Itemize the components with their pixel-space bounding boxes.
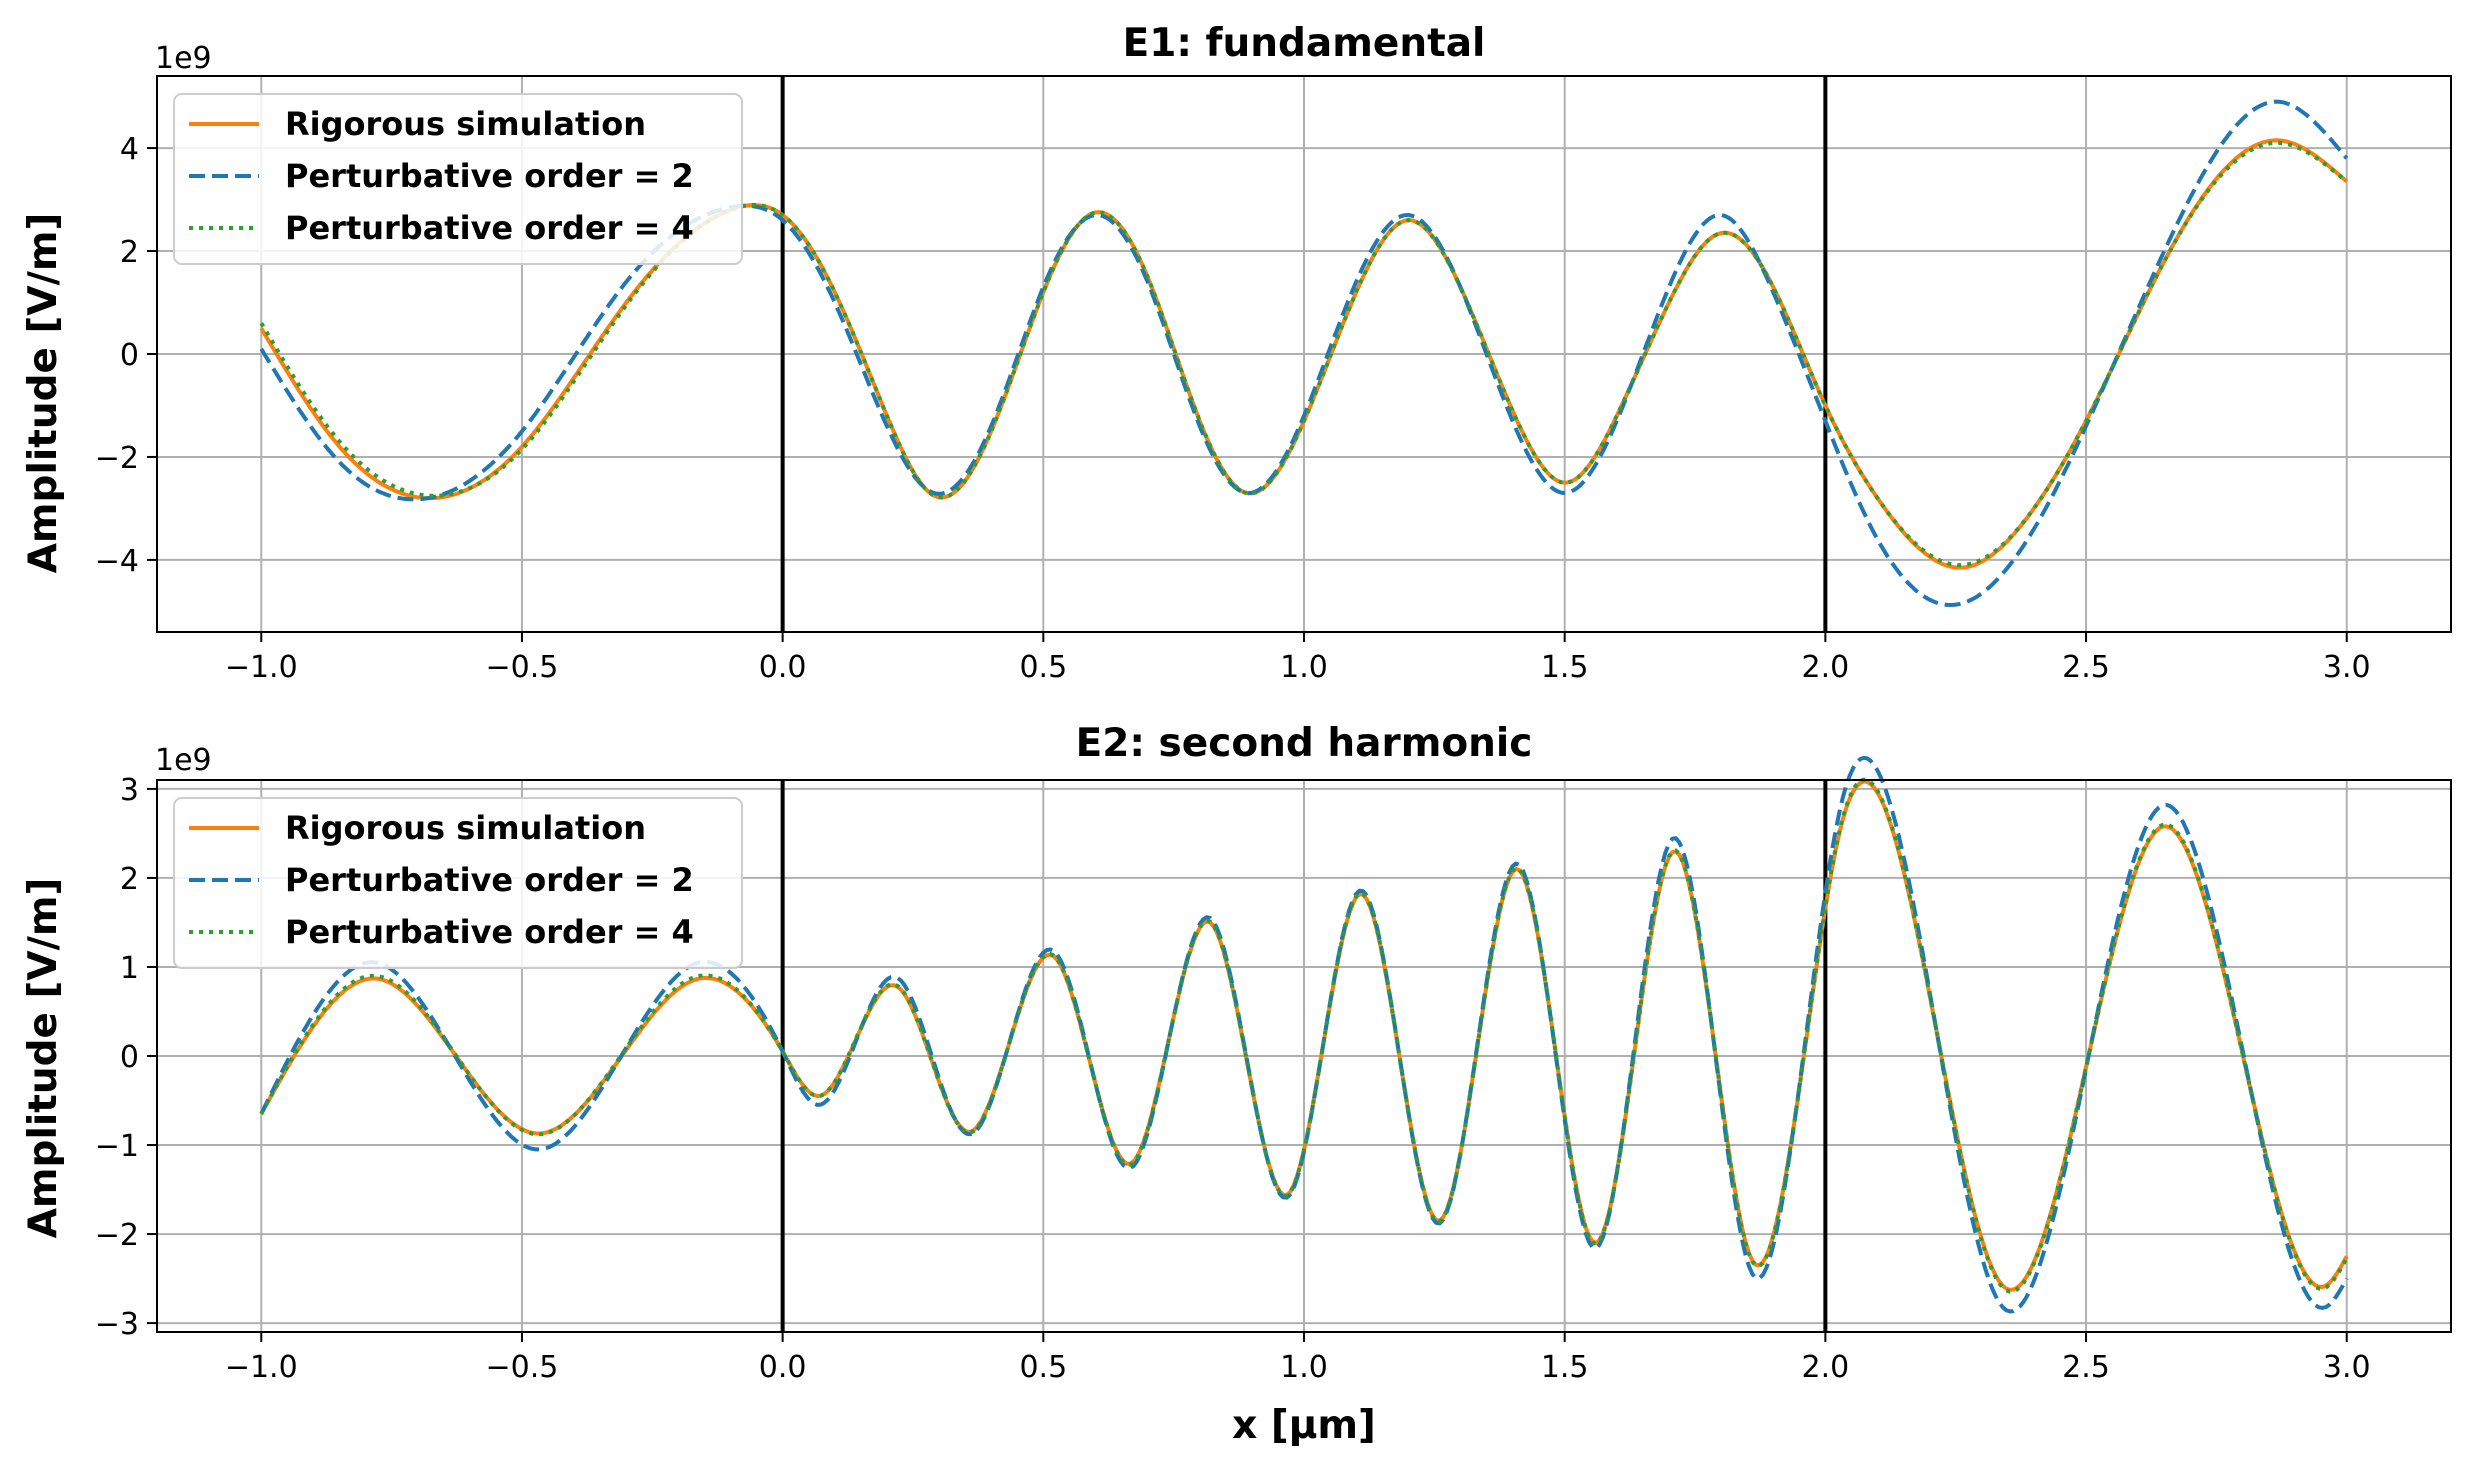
plot-e2-second-harmonic: E2: second harmonic 1e9 Amplitude [V/m] … (21, 721, 2452, 1448)
x-tick-label: 1.0 (1280, 1350, 1328, 1385)
y-tick-label: −1 (95, 1129, 139, 1164)
y-tick-label: 3 (120, 773, 139, 808)
x-tick-label: 0.5 (1019, 1350, 1067, 1385)
legend: Rigorous simulation Perturbative order =… (173, 797, 743, 969)
y-tick-label: 1 (120, 951, 139, 986)
legend-entry: Rigorous simulation (189, 809, 646, 847)
x-tick-label: 0.0 (759, 1350, 807, 1385)
x-tick-label: 2.0 (1802, 1350, 1850, 1385)
y-tick-label: −4 (95, 544, 139, 579)
legend-label: Rigorous simulation (285, 105, 646, 143)
y-offset-text: 1e9 (155, 743, 212, 778)
x-tick-label: 3.0 (2323, 1350, 2371, 1385)
legend-entry: Perturbative order = 4 (189, 913, 694, 951)
plot-title: E1: fundamental (1123, 21, 1486, 66)
x-tick-label: 1.0 (1280, 650, 1328, 685)
plot-title: E2: second harmonic (1076, 721, 1533, 766)
legend-entry: Perturbative order = 4 (189, 209, 694, 247)
legend-label: Perturbative order = 4 (285, 913, 694, 951)
legend-box (173, 797, 743, 969)
legend-box (173, 93, 743, 265)
x-tick-label: 1.5 (1541, 650, 1589, 685)
x-tick-label: 2.0 (1802, 650, 1850, 685)
x-tick-label: −0.5 (486, 650, 559, 685)
x-tick-label: −1.0 (225, 1350, 298, 1385)
legend-label: Perturbative order = 2 (285, 861, 694, 899)
series-perturbative-order-4 (259, 777, 2349, 1294)
y-tick-label: −2 (95, 1218, 139, 1253)
x-axis-label: x [μm] (1232, 1403, 1376, 1448)
y-tick-label: 0 (120, 338, 139, 373)
y-tick-label: −3 (95, 1307, 139, 1342)
y-tick-label: −2 (95, 441, 139, 476)
legend-label: Perturbative order = 4 (285, 209, 694, 247)
y-tick-label: 2 (120, 862, 139, 897)
legend-entry: Rigorous simulation (189, 105, 646, 143)
series-perturbative-order-2 (259, 99, 2349, 607)
y-tick-label: 2 (120, 235, 139, 270)
y-axis-label: Amplitude [V/m] (21, 213, 66, 574)
x-tick-label: −1.0 (225, 650, 298, 685)
y-offset-text: 1e9 (155, 41, 212, 76)
series-perturbative-order-4 (259, 140, 2348, 568)
legend-entry: Perturbative order = 2 (189, 861, 694, 899)
x-tick-label: 2.5 (2062, 1350, 2110, 1385)
y-axis-label: Amplitude [V/m] (21, 878, 66, 1239)
x-tick-label: 0.0 (759, 650, 807, 685)
x-tick-label: 2.5 (2062, 650, 2110, 685)
y-tick-label: 4 (120, 132, 139, 167)
legend-label: Perturbative order = 2 (285, 157, 694, 195)
legend-label: Rigorous simulation (285, 809, 646, 847)
x-tick-label: 0.5 (1019, 650, 1067, 685)
x-tick-label: 3.0 (2323, 650, 2371, 685)
x-tick-label: 1.5 (1541, 1350, 1589, 1385)
x-tick-label: −0.5 (486, 1350, 559, 1385)
legend-entry: Perturbative order = 2 (189, 157, 694, 195)
legend: Rigorous simulation Perturbative order =… (173, 93, 743, 265)
plot-e1-fundamental: E1: fundamental 1e9 Amplitude [V/m] −1.0… (21, 21, 2452, 685)
y-tick-label: 0 (120, 1040, 139, 1075)
